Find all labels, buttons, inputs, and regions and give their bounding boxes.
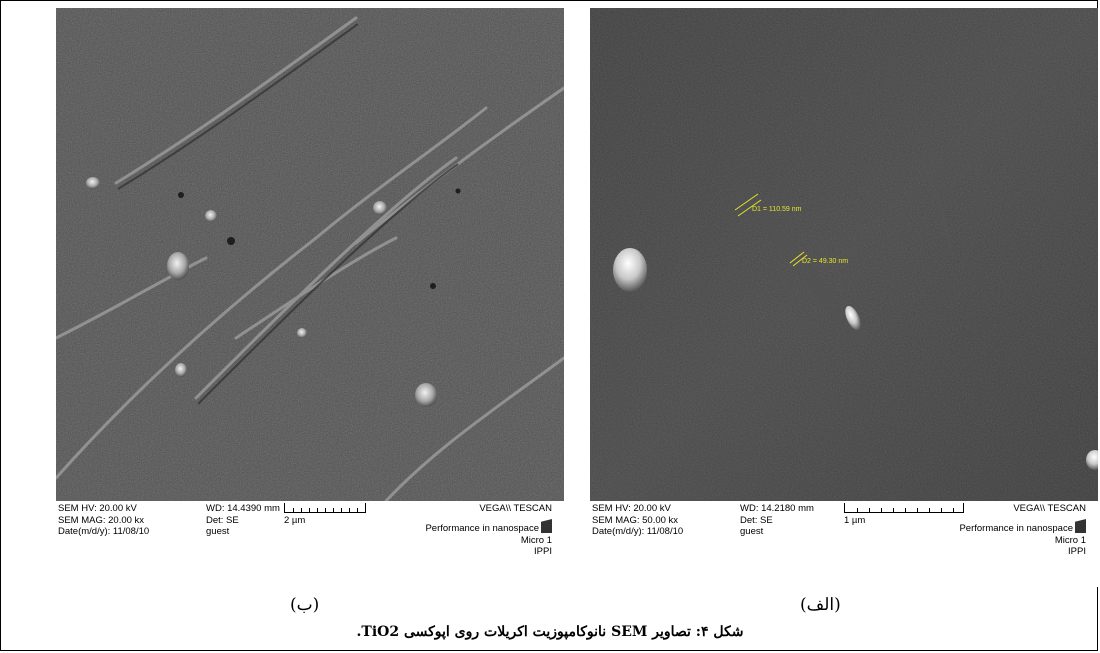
date-label: Date(m/d/y): 11/08/10 bbox=[58, 526, 150, 537]
wd-label: WD: 14.4390 mm bbox=[206, 503, 280, 514]
measurement-d2: D2 = 49.30 nm bbox=[802, 258, 848, 265]
tagline-block: Performance in nanospace Micro 1 IPPI bbox=[959, 519, 1086, 558]
sem-image-a: D1 = 110.59 nm D2 = 49.30 nm bbox=[590, 8, 1098, 501]
subfigure-label-a: (الف) bbox=[800, 595, 841, 615]
databar-mid-column: WD: 14.4390 mm Det: SE guest bbox=[206, 503, 280, 538]
scale-bar bbox=[844, 503, 964, 513]
databar-mid-column: WD: 14.2180 mm Det: SE guest bbox=[740, 503, 814, 538]
det-label: Det: SE bbox=[206, 514, 239, 526]
tagline: Performance in nanospace bbox=[425, 523, 539, 534]
org-label: IPPI bbox=[1068, 546, 1086, 557]
sem-mag-label: SEM MAG: 50.00 kx bbox=[592, 514, 679, 526]
databar-left-column: SEM HV: 20.00 kV SEM MAG: 20.00 kx Date(… bbox=[58, 503, 149, 538]
org-label: IPPI bbox=[534, 546, 552, 557]
wd-label: WD: 14.2180 mm bbox=[740, 503, 814, 514]
det-label: Det: SE bbox=[740, 514, 773, 526]
sem-mag-label: SEM MAG: 20.00 kx bbox=[58, 514, 145, 526]
user-label: guest bbox=[740, 526, 764, 537]
sem-micrograph-50kx: D1 = 110.59 nm D2 = 49.30 nm bbox=[590, 8, 1098, 501]
scale-bar-label: 1 µm bbox=[844, 515, 866, 526]
sem-micrograph-20kx bbox=[56, 8, 564, 501]
measurement-d1: D1 = 110.59 nm bbox=[752, 206, 802, 213]
sem-databar-a: SEM HV: 20.00 kV SEM MAG: 50.00 kx Date(… bbox=[590, 501, 1100, 587]
tescan-logo-icon bbox=[1075, 519, 1086, 533]
tagline: Performance in nanospace bbox=[959, 523, 1073, 534]
databar-left-column: SEM HV: 20.00 kV SEM MAG: 50.00 kx Date(… bbox=[592, 503, 683, 538]
sem-hv-label: SEM HV: 20.00 kV bbox=[592, 503, 671, 514]
subfigure-label-b: (ب) bbox=[290, 595, 320, 615]
scale-bar-label: 2 µm bbox=[284, 515, 306, 526]
micro-label: Micro 1 bbox=[520, 534, 552, 546]
tescan-logo-icon bbox=[541, 519, 552, 533]
sem-hv-label: SEM HV: 20.00 kV bbox=[58, 503, 137, 514]
user-label: guest bbox=[206, 526, 230, 537]
micro-label: Micro 1 bbox=[1054, 534, 1086, 546]
tagline-block: Performance in nanospace Micro 1 IPPI bbox=[425, 519, 552, 558]
sem-image-b bbox=[56, 8, 564, 501]
tescan-brand: VEGA\\ TESCAN bbox=[479, 503, 552, 514]
date-label: Date(m/d/y): 11/08/10 bbox=[592, 526, 684, 537]
sem-databar-b: SEM HV: 20.00 kV SEM MAG: 20.00 kx Date(… bbox=[56, 501, 568, 587]
figure-caption: شکل ۴: تصاویر SEM نانوکامپوزیت اکریلات ر… bbox=[356, 624, 744, 640]
tescan-brand: VEGA\\ TESCAN bbox=[1013, 503, 1086, 514]
scale-bar bbox=[284, 503, 366, 513]
